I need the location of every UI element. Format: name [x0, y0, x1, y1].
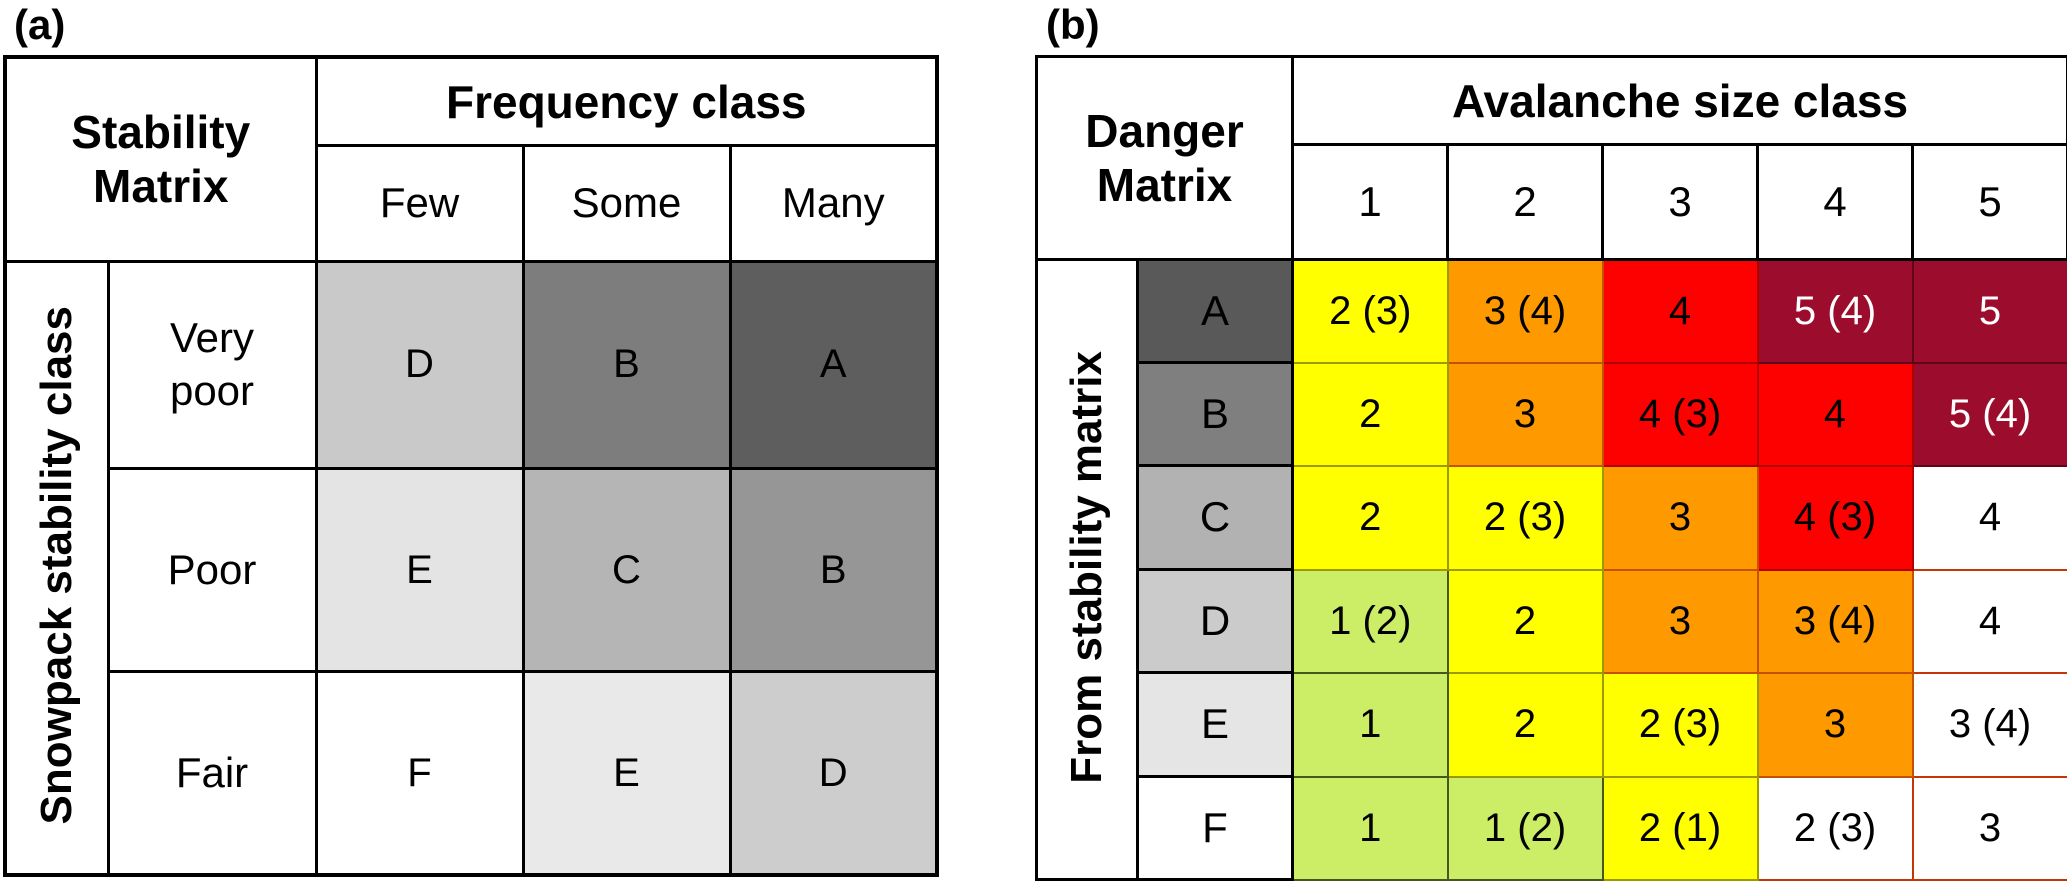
size-col-header-4: 4 — [1756, 143, 1915, 261]
danger-cell: 4 (3) — [1756, 464, 1914, 571]
danger-cell: 1 (2) — [1291, 568, 1449, 674]
danger-cell: 3 (4) — [1756, 568, 1914, 674]
danger-cell: 3 (4) — [1446, 258, 1604, 364]
danger-cell: 1 — [1291, 671, 1449, 778]
stability-axis-cell: From stability matrix — [1035, 258, 1139, 881]
stability-cell: E — [521, 670, 732, 877]
snowpack-axis-cell: Snowpack stability class — [3, 259, 110, 877]
danger-cell: 4 (3) — [1601, 361, 1759, 467]
danger-cell: 4 — [1911, 568, 2067, 674]
stability-axis-label: From stability matrix — [1062, 350, 1111, 784]
panel-a-label: (a) — [14, 1, 66, 48]
danger-cell: 4 — [1601, 258, 1759, 364]
stability-row-label-very-poor: Very poor — [106, 259, 318, 471]
size-col-header-5: 5 — [1911, 143, 2067, 261]
danger-matrix-title: Danger Matrix — [1034, 55, 1295, 261]
danger-cell: 2 (3) — [1601, 671, 1759, 778]
frequency-col-header-some: Some — [521, 144, 732, 263]
size-col-header-3: 3 — [1601, 143, 1760, 261]
snowpack-axis-label: Snowpack stability class — [31, 306, 81, 825]
danger-cell: 2 — [1291, 464, 1449, 571]
danger-cell: 4 — [1756, 361, 1914, 467]
danger-cell: 1 — [1291, 775, 1449, 881]
danger-cell: 3 (4) — [1911, 671, 2067, 778]
stability-cell: B — [728, 466, 939, 674]
danger-row-label-b: B — [1135, 361, 1295, 467]
stability-row-label-poor: Poor — [106, 466, 318, 674]
size-col-header-1: 1 — [1291, 143, 1450, 261]
danger-cell: 2 — [1291, 361, 1449, 467]
avalanche-size-class-header: Avalanche size class — [1291, 55, 2067, 146]
danger-cell: 2 (3) — [1446, 464, 1604, 571]
stability-cell: D — [728, 670, 939, 877]
danger-cell: 3 — [1601, 568, 1759, 674]
stability-row-label-fair: Fair — [106, 670, 318, 877]
danger-cell: 2 — [1446, 568, 1604, 674]
frequency-col-header-many: Many — [728, 144, 939, 263]
stability-cell: F — [314, 670, 525, 877]
frequency-class-header: Frequency class — [314, 55, 939, 148]
stability-matrix-title: Stability Matrix — [3, 55, 318, 263]
danger-cell: 1 (2) — [1446, 775, 1604, 881]
danger-cell: 3 — [1911, 775, 2067, 881]
size-col-header-2: 2 — [1446, 143, 1605, 261]
danger-row-label-e: E — [1135, 671, 1295, 778]
frequency-col-header-few: Few — [314, 144, 525, 263]
danger-cell: 2 (1) — [1601, 775, 1759, 881]
stability-cell: D — [314, 259, 525, 471]
danger-row-label-d: D — [1135, 568, 1295, 674]
danger-matrix-table: Danger Matrix Avalanche size class 1 2 3… — [1034, 55, 2067, 881]
panel-b-label: (b) — [1046, 1, 1100, 48]
danger-row-label-c: C — [1135, 464, 1295, 571]
stability-cell: A — [728, 259, 939, 471]
danger-row-label-a: A — [1135, 258, 1295, 364]
danger-cell: 5 (4) — [1756, 258, 1914, 364]
danger-cell: 5 — [1911, 258, 2067, 364]
danger-cell: 4 — [1911, 464, 2067, 571]
danger-row-label-f: F — [1135, 775, 1295, 881]
stability-cell: C — [521, 466, 732, 674]
danger-cell: 3 — [1446, 361, 1604, 467]
stability-matrix-table: Stability Matrix Frequency class Few Som… — [3, 55, 939, 877]
danger-cell: 2 (3) — [1756, 775, 1914, 881]
stability-cell: B — [521, 259, 732, 471]
danger-cell: 5 (4) — [1911, 361, 2067, 467]
danger-cell: 3 — [1601, 464, 1759, 571]
stability-cell: E — [314, 466, 525, 674]
danger-cell: 3 — [1756, 671, 1914, 778]
danger-cell: 2 (3) — [1291, 258, 1449, 364]
danger-cell: 2 — [1446, 671, 1604, 778]
